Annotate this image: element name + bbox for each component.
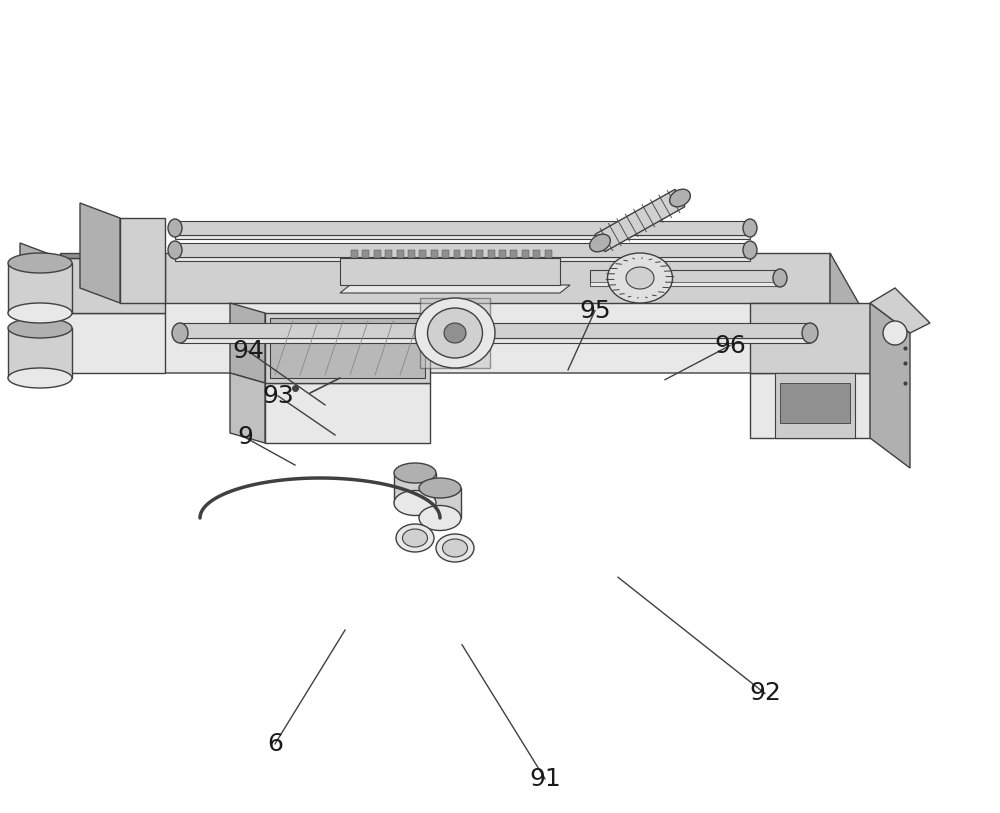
Ellipse shape [394,463,436,483]
Polygon shape [175,257,750,261]
Ellipse shape [442,539,468,557]
Ellipse shape [743,219,757,237]
Ellipse shape [419,506,461,531]
Ellipse shape [415,298,495,368]
Polygon shape [175,243,750,257]
Text: 6: 6 [267,732,283,756]
Polygon shape [175,221,750,235]
Ellipse shape [168,219,182,237]
Polygon shape [8,328,72,378]
Ellipse shape [402,529,428,547]
Polygon shape [780,383,850,423]
Text: 9: 9 [237,425,253,450]
Polygon shape [120,253,160,373]
Polygon shape [419,250,426,258]
Polygon shape [510,250,517,258]
Polygon shape [590,282,780,286]
Polygon shape [362,250,369,258]
Text: 92: 92 [749,681,781,706]
Polygon shape [870,288,930,333]
Polygon shape [394,473,436,503]
Polygon shape [545,250,552,258]
Polygon shape [230,373,265,443]
Polygon shape [340,258,560,285]
Polygon shape [397,250,404,258]
Polygon shape [870,303,910,468]
Polygon shape [522,250,529,258]
Polygon shape [80,203,120,303]
Ellipse shape [802,323,818,343]
Ellipse shape [8,303,72,323]
Polygon shape [533,250,540,258]
Polygon shape [465,250,472,258]
Ellipse shape [608,253,672,303]
Ellipse shape [590,234,610,252]
Polygon shape [750,303,870,373]
Ellipse shape [436,534,474,562]
Polygon shape [374,250,381,258]
Polygon shape [265,313,430,383]
Polygon shape [340,285,570,293]
Ellipse shape [419,478,461,498]
Ellipse shape [172,323,188,343]
Polygon shape [419,488,461,518]
Polygon shape [431,250,438,258]
Ellipse shape [8,318,72,338]
Polygon shape [120,253,830,303]
Polygon shape [230,303,265,383]
Polygon shape [595,189,685,252]
Polygon shape [351,250,358,258]
Polygon shape [120,303,870,373]
Polygon shape [476,250,483,258]
Polygon shape [420,298,490,368]
Text: 95: 95 [579,298,611,323]
Polygon shape [499,250,506,258]
Ellipse shape [670,189,690,207]
Ellipse shape [626,267,654,289]
Polygon shape [60,253,165,258]
Text: 96: 96 [714,333,746,358]
Circle shape [883,321,907,345]
Polygon shape [590,270,780,286]
Polygon shape [180,338,810,343]
Ellipse shape [444,323,466,343]
Polygon shape [454,250,460,258]
Ellipse shape [396,524,434,552]
Polygon shape [60,258,165,313]
Ellipse shape [773,269,787,287]
Polygon shape [265,383,430,443]
Polygon shape [8,263,72,313]
Polygon shape [488,250,495,258]
Polygon shape [408,250,415,258]
Polygon shape [270,318,425,378]
Polygon shape [120,218,165,303]
Polygon shape [830,253,870,373]
Polygon shape [60,313,165,373]
Text: 91: 91 [529,767,561,791]
Ellipse shape [8,253,72,273]
Polygon shape [180,323,810,338]
Polygon shape [775,373,855,438]
Polygon shape [750,373,870,438]
Polygon shape [442,250,449,258]
Ellipse shape [743,241,757,259]
Polygon shape [385,250,392,258]
Text: 94: 94 [232,339,264,363]
Ellipse shape [428,308,482,358]
Ellipse shape [8,368,72,388]
Polygon shape [20,243,60,373]
Polygon shape [175,235,750,239]
Ellipse shape [394,490,436,515]
Text: 93: 93 [262,384,294,408]
Ellipse shape [168,241,182,259]
